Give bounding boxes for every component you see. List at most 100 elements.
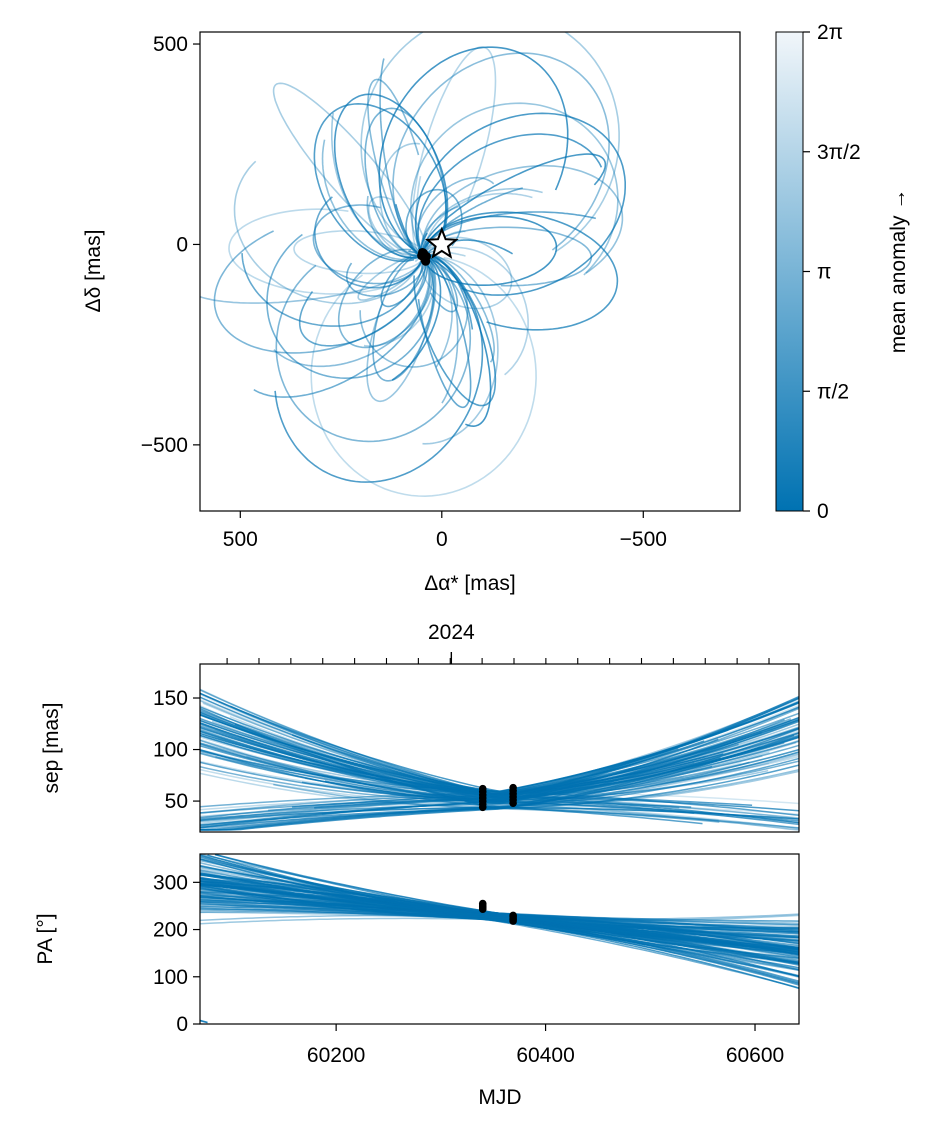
pa-y-ticks: 0 100 200 300 (153, 871, 200, 1036)
sep-track (200, 749, 799, 808)
orbit-track (417, 133, 603, 262)
y-tick-label: −500 (141, 434, 188, 457)
orbit-track (422, 215, 558, 286)
pa-orbit-tracks (200, 854, 799, 1024)
sep-track (200, 750, 799, 817)
sep-track (200, 768, 799, 831)
sep-orbit-tracks (200, 688, 799, 831)
orbit-track (357, 253, 425, 301)
orbit-track (380, 254, 427, 308)
y-tick-label: 100 (153, 739, 188, 762)
orbit-track (321, 139, 417, 261)
pa-observations (478, 899, 517, 925)
x-tick-label: 0 (436, 528, 448, 551)
sep-track (200, 700, 789, 795)
pa-observation (509, 911, 517, 920)
star-marker (424, 226, 459, 259)
observation-point (421, 256, 431, 266)
sky-y-ticks: 500 0 −500 (141, 33, 200, 457)
x-tick-label: 500 (223, 528, 258, 551)
sep-track (292, 695, 799, 800)
sep-track (200, 751, 799, 820)
sky-plot: 500 0 −500 500 0 −500 Δα* [mas] Δδ [mas] (82, 31, 741, 595)
orbit-track (413, 254, 497, 407)
orbit-track (415, 176, 495, 260)
orbit-track (364, 107, 447, 257)
orbit-track (360, 32, 620, 264)
y-tick-label: 300 (153, 871, 188, 894)
colorbar-tick-label: 0 (817, 500, 829, 523)
colorbar-gradient (775, 31, 804, 512)
pa-observation (478, 899, 487, 908)
orbit-track (200, 250, 425, 304)
x-tick-label: 60400 (516, 1044, 574, 1067)
sep-y-ticks: 50 100 150 (153, 687, 200, 813)
pa-track (200, 885, 799, 951)
orbit-track (392, 52, 610, 259)
sep-track (215, 719, 792, 795)
pa-plot: 60200 60400 60600 0 100 200 300 MJD PA [°] (34, 853, 800, 1109)
colorbar: 0 π/2 π 3π/2 2π mean anomaly → (775, 21, 910, 523)
sky-axes-frame (199, 31, 741, 512)
sky-x-axis-label: Δα* [mas] (424, 572, 516, 595)
orbit-track (233, 160, 425, 305)
pa-track (200, 873, 799, 965)
pa-x-ticks: 60200 60400 60600 (307, 1024, 784, 1067)
pa-y-axis-label: PA [°] (34, 913, 57, 964)
orbit-track (312, 204, 426, 285)
sky-orbit-tracks (200, 32, 626, 498)
orbit-track (298, 260, 428, 347)
sep-track (200, 692, 799, 798)
y-tick-label: 50 (165, 790, 188, 813)
orbit-track (417, 255, 472, 409)
orbit-track (367, 78, 423, 257)
y-tick-label: 100 (153, 966, 188, 989)
orbit-track (272, 82, 426, 258)
sep-track (211, 720, 799, 802)
sep-track (200, 728, 799, 801)
x-tick-label: 60200 (307, 1044, 365, 1067)
orbit-track (425, 254, 459, 313)
colorbar-tick-label: 2π (817, 21, 843, 44)
sep-track (200, 738, 742, 805)
colorbar-ticks: 0 π/2 π 3π/2 2π (803, 21, 861, 523)
y-tick-label: 0 (176, 1013, 188, 1036)
orbit-track (422, 254, 453, 368)
colorbar-label: mean anomaly → (887, 189, 910, 354)
orbit-track (366, 257, 435, 403)
pa-track (200, 882, 799, 949)
sep-track (200, 806, 799, 831)
y-tick-label: 500 (153, 33, 188, 56)
orbit-track (379, 58, 420, 256)
sky-y-axis-label: Δδ [mas] (82, 230, 105, 313)
pa-track (200, 882, 799, 945)
pa-track (200, 888, 799, 954)
sep-track (200, 719, 799, 804)
pa-axes-frame (199, 853, 800, 1025)
sep-observations (478, 783, 517, 812)
orbit-track (266, 233, 435, 380)
orbit-track (410, 102, 619, 276)
sep-plot: 50 100 150 2024 sep [mas] (40, 621, 800, 833)
y-tick-label: 0 (176, 233, 188, 256)
orbit-track (274, 250, 484, 483)
orbit-track (367, 196, 426, 260)
sep-observation (478, 784, 487, 793)
orbit-track (391, 257, 442, 381)
colorbar-tick-label: 3π/2 (817, 141, 861, 164)
pa-x-axis-label: MJD (478, 1086, 521, 1109)
orbit-track (414, 112, 626, 296)
sep-track (200, 753, 799, 830)
sep-axes-frame (199, 663, 800, 833)
orbit-track (421, 236, 513, 310)
observation-point (417, 247, 427, 257)
orbit-track (310, 256, 537, 498)
sep-track (200, 755, 707, 814)
x-tick-label: 60600 (726, 1044, 784, 1067)
sep-y-axis-label: sep [mas] (40, 702, 63, 793)
orbit-track (411, 46, 497, 257)
sky-observations (417, 247, 431, 266)
sky-x-ticks: 500 0 −500 (223, 511, 667, 551)
